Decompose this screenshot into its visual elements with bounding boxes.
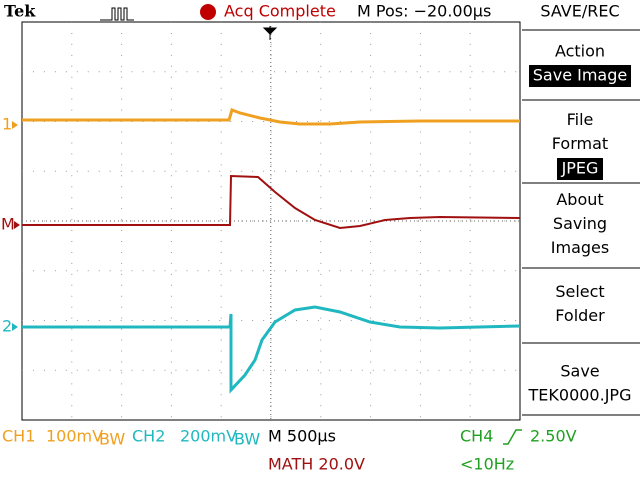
trigger-slope-icon	[503, 429, 522, 445]
math-arrow	[14, 221, 20, 229]
horizontal-position: M Pos: −20.00µs	[357, 2, 491, 21]
menu-label-line: File	[567, 110, 594, 129]
ch2-marker: 2	[2, 317, 12, 336]
ch2-bw: BW	[234, 430, 260, 449]
menu-label[interactable]: File Format	[552, 110, 608, 153]
menu-label[interactable]: Save	[560, 362, 599, 381]
ch1-arrow	[12, 121, 18, 129]
menu-label[interactable]: Action	[555, 42, 605, 61]
trigger-position-marker	[262, 26, 278, 40]
graticule	[21, 21, 521, 421]
menu-value[interactable]: TEK0000.JPG	[528, 386, 632, 405]
trigger-source: CH4	[460, 427, 493, 446]
math-waveform	[22, 174, 521, 230]
menu-label-line: Folder	[555, 306, 605, 325]
math-scale: MATH 20.0V	[268, 455, 365, 474]
trigger-level: 2.50V	[530, 427, 577, 446]
trigger-frequency: <10Hz	[460, 455, 514, 474]
ch1-scale: 100mV	[46, 427, 103, 446]
menu-label-line: Saving	[553, 214, 607, 233]
menu-label[interactable]: Select Folder	[555, 282, 605, 325]
menu-label-line: About	[556, 190, 603, 209]
brand: Tek	[4, 2, 36, 21]
ch2-arrow	[12, 323, 18, 331]
ch1-name: CH1	[2, 427, 35, 446]
math-marker: M	[1, 215, 15, 234]
menu-value-highlight	[529, 65, 631, 87]
menu-label-line: Format	[552, 134, 608, 153]
menu-value[interactable]: JPEG	[561, 159, 599, 178]
menu-dividers	[522, 29, 640, 416]
ch1-marker: 1	[2, 115, 12, 134]
menu-label-text: Select Folder	[555, 282, 605, 325]
menu-label-line: Select	[555, 282, 604, 301]
ch2-waveform	[22, 305, 521, 394]
menu-label-line: Images	[551, 238, 609, 257]
run-indicator	[200, 4, 216, 20]
ch1-waveform	[22, 108, 520, 126]
menu-value[interactable]: Save Image	[533, 66, 627, 85]
acq-icon	[100, 7, 134, 21]
menu-label-text: File Format	[552, 110, 608, 153]
ch1-bw: BW	[99, 430, 125, 449]
menu-value-highlight	[557, 158, 603, 180]
menu-label[interactable]: About Saving Images	[551, 190, 609, 257]
menu-label-text: About Saving Images	[551, 190, 609, 257]
ch2-scale: 200mV	[180, 427, 237, 446]
menu-title: SAVE/REC	[540, 2, 619, 21]
timebase: M 500µs	[268, 427, 336, 446]
ch2-name: CH2	[132, 427, 165, 446]
acq-status: Acq Complete	[224, 2, 336, 21]
